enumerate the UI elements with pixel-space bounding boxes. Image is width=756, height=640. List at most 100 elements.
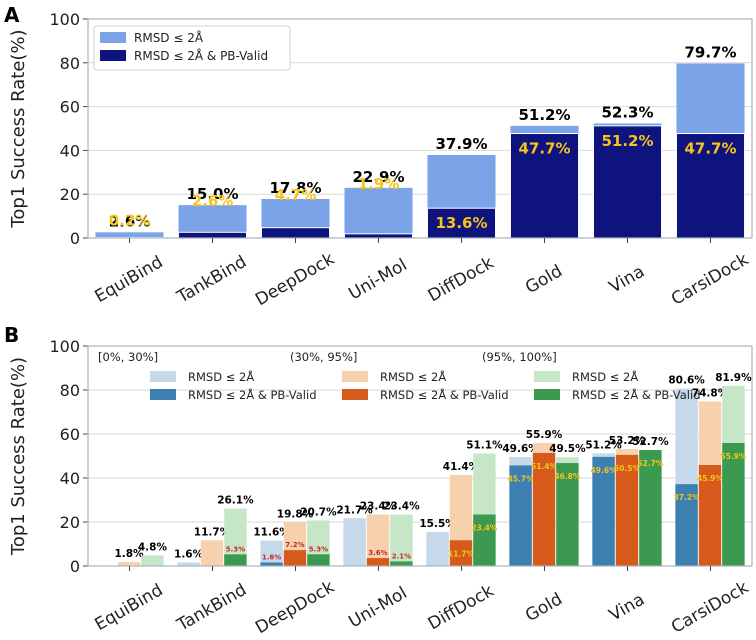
panel-a-bar-rmsd-equibind [95,232,164,238]
panel-b-y-tick-label: 60 [60,425,80,444]
panel-b-legend-label-rmsd-2: RMSD ≤ 2Å [572,369,638,384]
panel-b-x-tick-label-tankbind: TankBind [173,580,250,636]
panel-a-y-tick-label: 20 [60,185,80,204]
panel-b-data-label-pb-deepdock-0-30: 1.6% [262,553,281,561]
panel-b-x-tick-label-diffdock: DiffDock [425,581,498,635]
panel-b-bar-rmsd-diffdock-0-30 [426,531,449,566]
panel-a-legend: RMSD ≤ 2Å RMSD ≤ 2Å & PB-Valid [93,25,291,71]
panel-a-legend-swatch-1 [100,50,126,61]
panel-b-data-label-pb-vina-30-95: 50.5% [614,464,641,473]
panel-b-bar-pb-deepdock-0-30 [260,562,283,566]
panel-b-data-label-pb-uni-mol-95-100: 2.1% [392,552,411,560]
panel-b-bar-rmsd-tankbind-0-30 [177,562,200,566]
panel-b-data-label-rmsd-carsidock-95-100: 81.9% [715,372,752,384]
panel-b-data-label-rmsd-uni-mol-0-30: 21.7% [336,504,373,516]
panel-b-legend-swatch-pb-2 [534,389,560,400]
panel-b-y-tick-label: 20 [60,513,80,532]
panel-b-data-label-rmsd-gold-30-95: 55.9% [526,429,563,441]
panel-b-data-label-pb-carsidock-0-30: 37.2% [674,493,701,502]
panel-a-x-tick-label-diffdock: DiffDock [425,253,498,307]
panel-b-data-label-rmsd-deepdock-30-95: 19.8% [277,508,314,520]
panel-b-legend-swatch-rmsd-0 [150,371,176,382]
panel-b-bar-pb-uni-mol-30-95 [366,558,390,566]
panel-b-bar-pb-gold-0-30 [509,465,532,566]
panel-b-data-label-rmsd-diffdock-95-100: 51.1% [466,440,503,452]
panel-b-data-label-pb-deepdock-95-100: 5.3% [309,545,328,553]
panel-b-data-label-rmsd-diffdock-0-30: 15.5% [419,518,456,530]
panel-a-data-label-pb-vina: 51.2% [601,132,653,150]
panel-a-x-tick-label-deepdock: DeepDock [252,249,338,310]
panel-b-x-tick-label-deepdock: DeepDock [252,577,338,638]
panel-b-data-label-pb-carsidock-30-95: 45.9% [697,474,724,483]
panel-b-data-label-rmsd-carsidock-30-95: 74.8% [692,387,729,399]
panel-a-data-label-pb-deepdock: 4.7% [275,186,317,204]
panel-a-data-label-pb-carsidock: 47.7% [684,140,736,158]
panel-b-legend-group-title-2: (95%, 100%] [482,350,557,364]
panel-b-bar-rmsd-tankbind-30-95 [200,540,224,566]
panel-a-y-tick-label: 80 [60,54,80,73]
panel-a-data-label-pb-gold: 47.7% [518,140,570,158]
panel-a-bar-pb-valid-carsidock [675,133,746,239]
panel-b-data-label-pb-gold-0-30: 45.7% [508,474,535,483]
panel-a-legend-label-0: RMSD ≤ 2Å [134,30,204,45]
panel-b-data-label-rmsd-carsidock-0-30: 80.6% [668,375,705,387]
panel-a-x-tick-label-vina: Vina [606,262,648,298]
panel-a-x-tick-label-gold: Gold [522,261,566,298]
panel-a-legend-label-1: RMSD ≤ 2Å & PB-Valid [134,48,268,63]
panel-a-y-tick-label: 100 [49,10,80,29]
panel-b-data-label-rmsd-deepdock-0-30: 11.6% [253,526,290,538]
panel-a-bar-pb-valid-uni-mol [343,233,414,239]
panel-b-bar-rmsd-equibind-95-100 [141,555,164,566]
panel-a-plot-border [87,18,753,239]
panel-b-bar-rmsd-equibind-30-95 [117,562,141,566]
panel-b-legend-label-pb-2: RMSD ≤ 2Å & PB-Valid [572,387,701,402]
panel-b-bar-pb-carsidock-95-100 [722,443,745,566]
panel-b-legend-group-title-1: (30%, 95%] [290,350,357,364]
panel-b-y-tick-label: 0 [70,557,80,576]
panel-b-chart: 0 20 40 60 80 100 Top1 Success Rate(%) 1.8%4.8%… [8,337,753,638]
panel-b-bar-pb-uni-mol-95-100 [390,561,413,566]
panel-a-legend-swatch-0 [100,32,126,43]
panel-b-legend-swatch-pb-1 [342,389,368,400]
panel-b-bar-pb-carsidock-0-30 [675,484,698,566]
panel-a-bar-rmsd-uni-mol [344,187,413,238]
panel-a-y-tick-label: 0 [70,229,80,248]
panel-a-y-tick-label: 40 [60,141,80,160]
panel-b-bar-pb-carsidock-30-95 [698,465,722,566]
panel-a-data-label-rmsd-diffdock: 37.9% [435,135,487,153]
panel-b-bar-pb-diffdock-30-95 [449,540,473,566]
panel-b-x-tick-label-gold: Gold [522,589,566,626]
panel-a-data-label-rmsd-deepdock: 17.8% [269,179,321,197]
panel-b-bar-pb-deepdock-30-95 [283,550,307,566]
panel-b-data-label-rmsd-vina-95-100: 52.7% [632,436,669,448]
panel-b-bar-pb-vina-0-30 [592,456,615,566]
panel-b-legend-swatch-rmsd-2 [534,371,560,382]
panel-b-bar-rmsd-deepdock-0-30 [260,540,283,566]
panel-b-bar-rmsd-uni-mol-30-95 [366,514,390,566]
panel-a-data-label-rmsd-vina: 52.3% [601,103,653,121]
panel-b-data-label-pb-vina-95-100: 52.7% [637,459,664,468]
panel-b-bar-rmsd-uni-mol-95-100 [390,514,413,566]
panel-b-bar-pb-deepdock-95-100 [307,554,330,566]
panel-b-data-label-pb-deepdock-30-95: 7.2% [285,541,304,549]
panel-a-x-tick-label-carsidock: CarsiDock [668,250,752,310]
panel-a-x-tick-label-tankbind: TankBind [173,252,250,308]
panel-b-data-label-rmsd-tankbind-95-100: 26.1% [217,495,254,507]
panel-b-data-label-rmsd-equibind-95-100: 4.8% [138,541,168,553]
panel-a-legend-box [93,25,291,71]
panel-b-data-label-pb-tankbind-95-100: 5.3% [226,545,245,553]
panel-b-x-tick-label-equibind: EquiBind [92,580,167,635]
panel-b-x-tick-label-vina: Vina [606,590,648,626]
panel-b-x-tick-label-carsidock: CarsiDock [668,578,752,638]
panel-b-legend-group-title-0: [0%, 30%] [98,350,158,364]
panel-b-data-label-pb-carsidock-95-100: 55.9% [720,452,747,461]
panel-b-bar-pb-diffdock-95-100 [473,514,496,566]
panel-b-data-label-rmsd-vina-30-95: 53.2% [609,435,646,447]
panel-b-legend: [0%, 30%] RMSD ≤ 2Å RMSD ≤ 2Å & PB-Valid (3… [98,350,701,402]
panel-b-data-label-rmsd-tankbind-0-30: 1.6% [174,548,204,560]
panel-a-data-label-pb-uni-mol: 1.9% [358,175,400,193]
panel-b-y-tick-label: 40 [60,469,80,488]
panel-a-x-tick-label-uni-mol: Uni-Mol [345,255,410,304]
panel-b-data-label-rmsd-deepdock-95-100: 20.7% [300,506,337,518]
